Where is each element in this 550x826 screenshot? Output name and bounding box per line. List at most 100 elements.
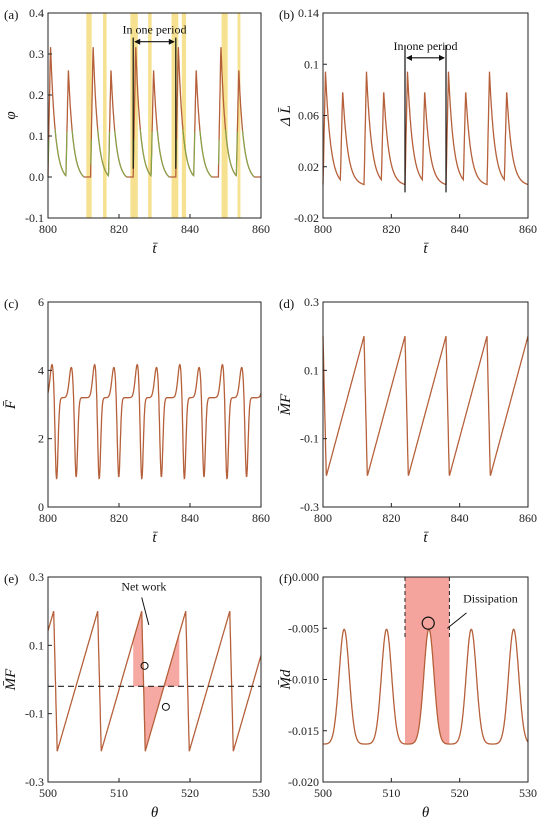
x-tick-label: 840: [451, 222, 469, 236]
period-arrowhead-left: [406, 54, 412, 61]
net-work-pointer: [141, 597, 150, 625]
x-tick-label: 860: [519, 222, 537, 236]
x-tick-label: 820: [382, 511, 400, 525]
y-tick-label: 6: [38, 295, 44, 309]
x-tick-label: 530: [519, 786, 537, 800]
x-axis-label: t̄: [152, 530, 158, 546]
x-axis-label: θ: [422, 805, 430, 821]
x-axis-label: θ: [151, 805, 159, 821]
dissipation-marker: [421, 616, 435, 630]
y-tick-label: 0.2: [29, 88, 44, 102]
series-line: [47, 363, 262, 480]
plot-frame: [47, 12, 262, 219]
y-tick-label: -0.02: [294, 211, 319, 225]
x-tick-label: 840: [181, 222, 199, 236]
panel-d: 800 820 840 860 -0.3 -0.1 0.1 0.3 (d) t̄ M̄F: [278, 295, 537, 546]
y-axis-label: M̄F: [278, 393, 294, 416]
y-tick-label: -0.010: [288, 673, 319, 687]
x-tick-label: 520: [181, 786, 199, 800]
highlight-band: [148, 13, 152, 218]
y-tick-label: 0.02: [298, 160, 319, 174]
highlight-band: [237, 13, 241, 218]
panel-label: (a): [4, 7, 18, 22]
x-tick-label: 840: [181, 511, 199, 525]
y-tick-label: 0.1: [304, 363, 319, 377]
net-work-label: Net work: [121, 580, 166, 594]
series-line: [322, 71, 529, 186]
period-label: In one period: [394, 39, 458, 53]
y-tick-label: 0.1: [304, 57, 319, 71]
panel-label: (f): [279, 571, 292, 586]
x-tick-label: 800: [314, 222, 332, 236]
x-axis-label: t̄: [423, 241, 429, 257]
period-label: In one period: [123, 23, 187, 37]
y-tick-label: 0.06: [298, 109, 319, 123]
highlight-band: [103, 13, 107, 218]
period-arrowhead-left: [134, 38, 141, 45]
dissipation-pointer: [447, 612, 467, 629]
net-work-area: [133, 611, 180, 752]
y-tick-label: -0.015: [288, 724, 319, 738]
x-axis-label: t̄: [152, 241, 158, 257]
panel-label: (d): [279, 296, 294, 311]
y-tick-label: -0.3: [300, 500, 319, 514]
panel-a: In one period 800 820 840 860 -0.1 0.0 0.1 0.2 0.…: [3, 6, 270, 257]
series-line: [47, 610, 262, 752]
x-tick-label: 510: [382, 786, 400, 800]
x-tick-label: 800: [39, 222, 57, 236]
y-axis-label: M̄F: [3, 668, 19, 691]
x-tick-label: 860: [252, 222, 270, 236]
x-tick-label: 510: [110, 786, 128, 800]
y-tick-label: 4: [38, 363, 44, 377]
plot-frame: [47, 301, 262, 508]
highlight-band: [181, 13, 187, 218]
y-axis-label: Δ L̄: [278, 105, 294, 127]
period-arrowhead-right: [168, 38, 175, 45]
positive-work-marker: [140, 661, 149, 670]
y-tick-label: 0.3: [304, 295, 319, 309]
highlight-band: [171, 13, 179, 218]
panel-label: (e): [4, 571, 18, 586]
x-tick-label: 860: [252, 511, 270, 525]
y-tick-label: 0.1: [29, 638, 44, 652]
negative-work-marker: [161, 702, 170, 711]
dissipation-area: [405, 577, 450, 745]
x-tick-label: 840: [451, 511, 469, 525]
y-tick-label: 0.3: [29, 47, 44, 61]
plot-frame: [322, 301, 529, 508]
x-tick-label: 820: [382, 222, 400, 236]
y-axis-label: M̄d: [278, 669, 294, 690]
panel-f: Dissipation 500 510 520 530 -0.020 -0.015 -0.01…: [278, 570, 537, 821]
x-tick-label: 820: [110, 511, 128, 525]
x-tick-label: 860: [519, 511, 537, 525]
y-tick-label: -0.1: [300, 432, 319, 446]
x-tick-label: 500: [39, 786, 57, 800]
dissipation-label: Dissipation: [463, 592, 518, 606]
y-tick-label: 2: [38, 432, 44, 446]
series-line: [322, 336, 529, 476]
y-tick-label: 0.4: [29, 6, 44, 20]
y-tick-label: -0.1: [25, 707, 44, 721]
x-tick-label: 500: [314, 786, 332, 800]
highlight-band: [86, 13, 92, 218]
y-tick-label: 0.0: [29, 170, 44, 184]
panel-label: (b): [279, 7, 294, 22]
y-tick-label: -0.3: [25, 775, 44, 789]
x-tick-label: 800: [314, 511, 332, 525]
y-tick-label: 0.14: [298, 6, 319, 20]
y-axis-label: F̄: [3, 399, 19, 410]
period-arrowhead-right: [439, 54, 445, 61]
y-tick-label: 0.1: [29, 129, 44, 143]
y-axis-label: φ: [3, 111, 19, 119]
x-tick-label: 530: [252, 786, 270, 800]
series-line: [322, 628, 529, 745]
panel-b: In one period 800 820 840 860 -0.02 0.02 0.06 0.…: [278, 6, 537, 257]
panel-e: Net work 500 510 520 530 -0.3 -0.1 0.1 0.3 (e) θ M̄…: [3, 570, 270, 821]
y-tick-label: 0.3: [29, 570, 44, 584]
panel-c: 800 820 840 860 0 2 4 6 (c) t̄ F̄: [3, 295, 270, 546]
y-tick-label: 0.000: [292, 570, 319, 584]
y-tick-label: 0: [38, 500, 44, 514]
x-tick-label: 820: [110, 222, 128, 236]
x-axis-label: t̄: [423, 530, 429, 546]
